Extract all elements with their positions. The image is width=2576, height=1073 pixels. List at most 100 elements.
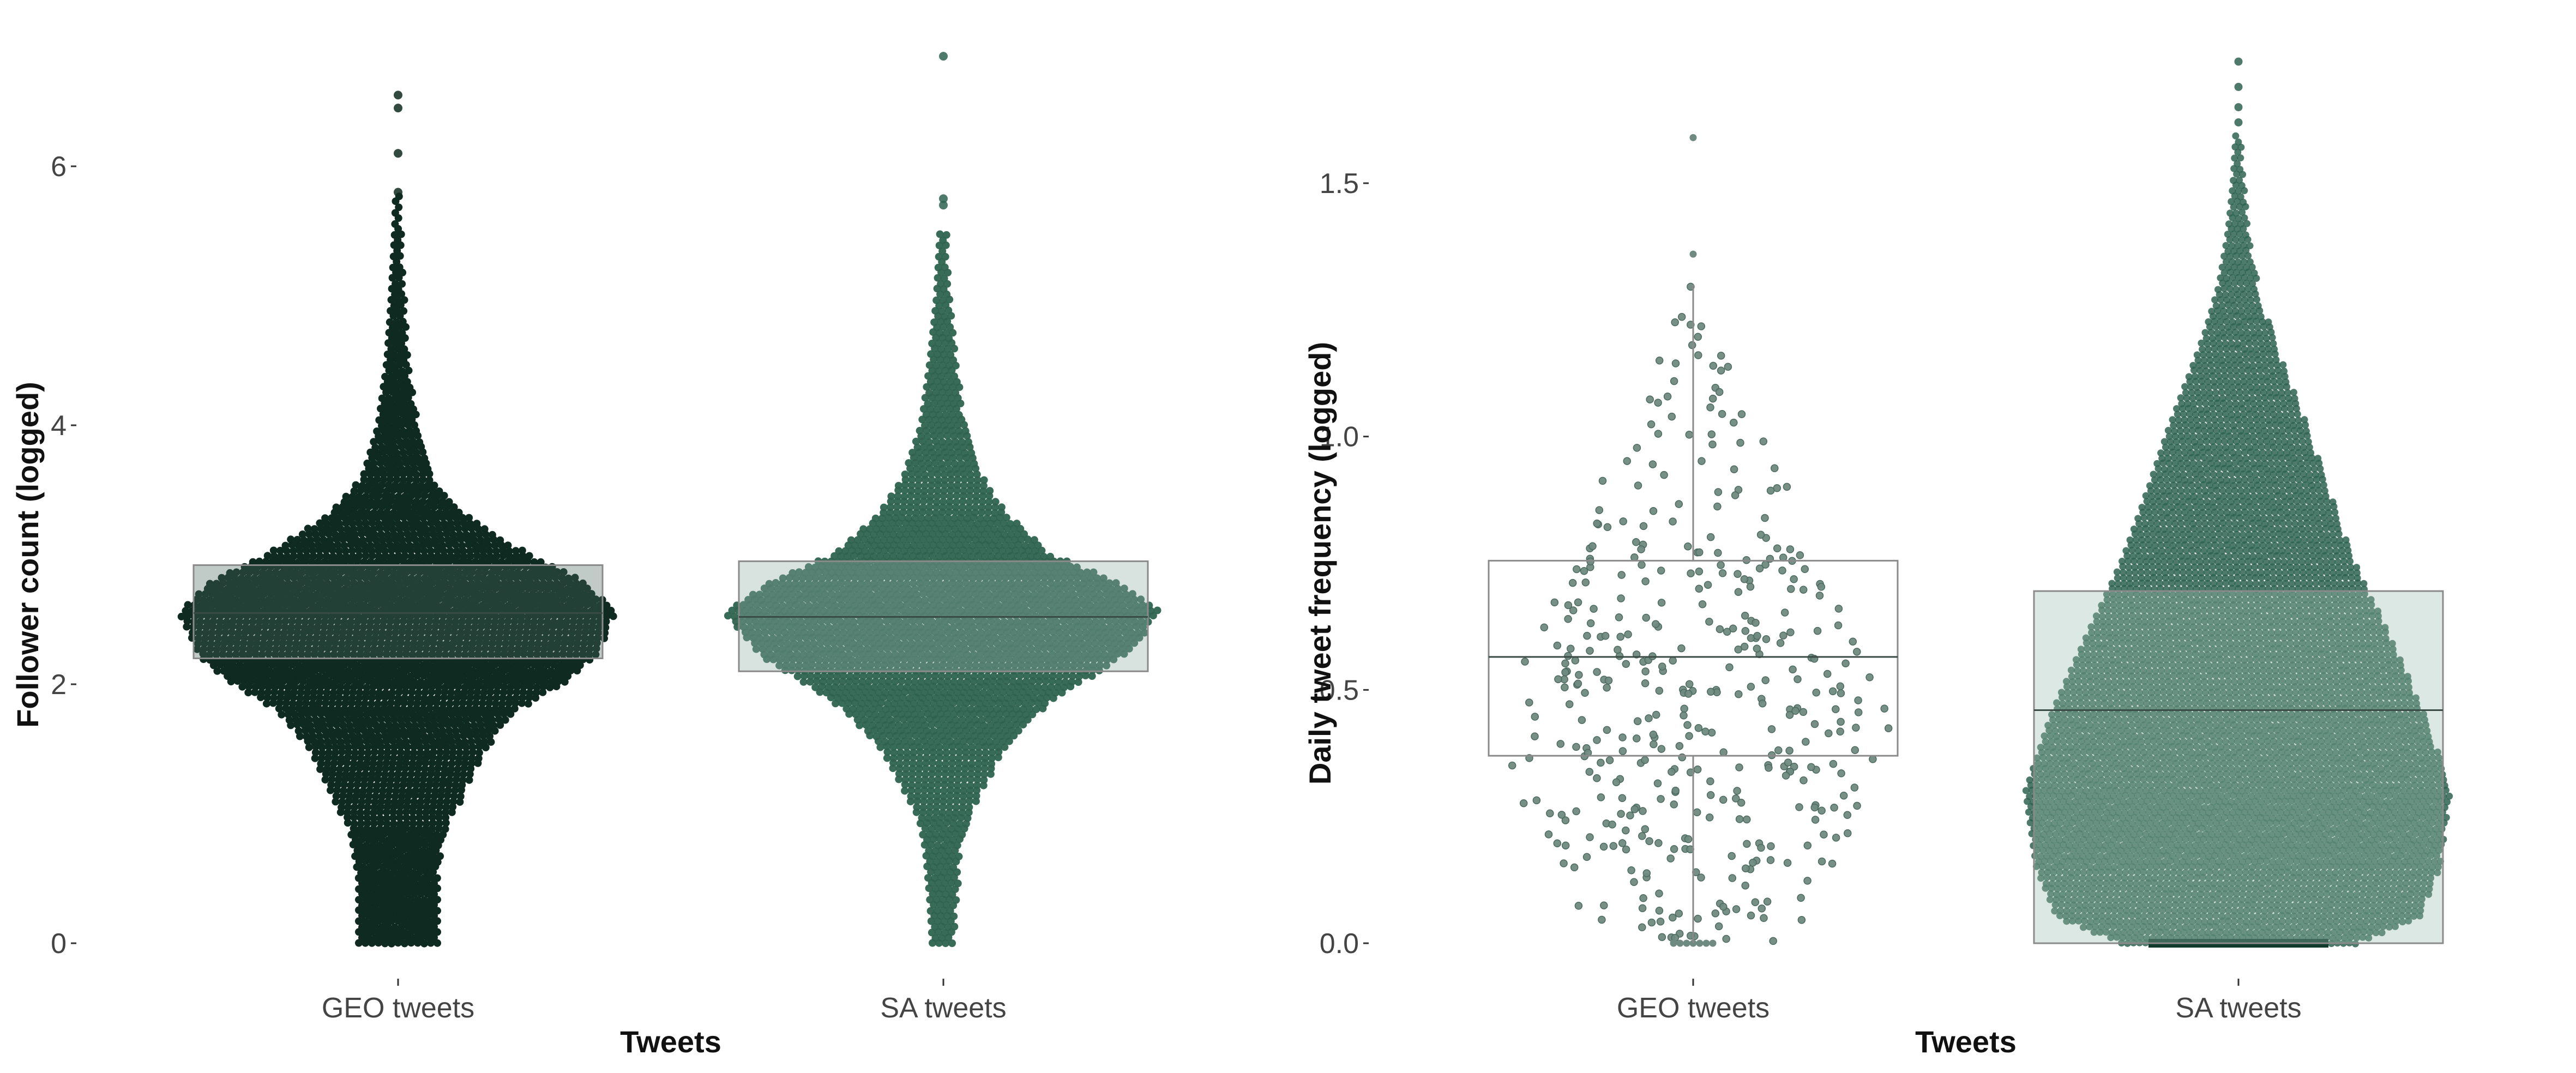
geo-follower-point [432, 781, 440, 789]
geo-follower-point [350, 819, 358, 828]
geo-follower-point [402, 819, 411, 827]
geo-follower-point [281, 541, 290, 550]
geo-follower-point [427, 896, 435, 904]
geo-follower-point [452, 705, 460, 713]
geo-follower-point [347, 830, 356, 839]
geo-follower-point [347, 705, 355, 713]
geo-follower-point [369, 841, 377, 849]
geo-follower-point [344, 716, 352, 724]
geo-follower-point [482, 744, 490, 751]
geo-follower-point [410, 869, 418, 877]
geo-follower-point [340, 787, 347, 795]
geo-follower-point [334, 700, 342, 707]
geo-follower-point [419, 727, 427, 735]
geo-follower-point [421, 765, 429, 773]
geo-follower-point [420, 907, 428, 915]
geo-follower-point [373, 781, 381, 789]
geo-follower-point [337, 755, 345, 762]
geo-follower-point [475, 749, 483, 757]
geo-follower-point [336, 738, 345, 746]
geo-follower-point [371, 798, 379, 806]
sa-follower-point [896, 683, 905, 691]
geo-follower-point [358, 901, 366, 909]
geo-follower-point [454, 765, 462, 773]
geo-follower-point [486, 732, 493, 740]
geo-follower-point [355, 896, 363, 904]
geo-follower-point [396, 819, 404, 828]
geo-follower-point [328, 700, 336, 708]
geo-follower-point [356, 841, 364, 849]
geo-follower-point [371, 934, 379, 942]
geo-follower-point [393, 847, 401, 855]
geo-follower-point [435, 487, 443, 495]
geo-follower-point [429, 748, 437, 756]
geo-follower-point [429, 819, 437, 827]
geo-follower-point [381, 939, 389, 948]
geo-follower-point [358, 923, 366, 931]
geo-follower-point [395, 809, 404, 817]
geo-follower-point [413, 776, 421, 784]
geo-follower-point [480, 738, 489, 746]
geo-follower-point [352, 481, 360, 489]
geo-follower-point [390, 798, 399, 806]
geo-follower-point [498, 700, 506, 708]
geo-follower-point [371, 879, 379, 887]
geo-follower-point [401, 520, 409, 528]
geo-follower-point [336, 765, 344, 773]
geo-follower-point [443, 798, 451, 805]
geo-follower-point [375, 907, 382, 915]
geo-follower-point [401, 939, 408, 948]
geo-follower-point [376, 759, 384, 768]
geo-follower-point [386, 727, 394, 735]
geo-follower-point [452, 781, 460, 789]
geo-follower-point [270, 694, 278, 702]
geo-follower-point [358, 798, 366, 806]
geo-follower-point [504, 541, 512, 550]
geo-follower-point [339, 721, 347, 730]
geo-follower-point [388, 885, 395, 893]
geo-follower-point [356, 825, 364, 833]
geo-follower-point [428, 824, 436, 833]
geo-follower-point [304, 525, 312, 533]
geo-follower-point [420, 874, 428, 882]
geo-follower-point [430, 933, 438, 942]
geo-follower-point [366, 541, 375, 550]
geo-follower-point [263, 552, 272, 560]
geo-follower-point [404, 836, 412, 844]
geo-follower-point [435, 809, 443, 817]
geo-follower-point [410, 749, 418, 757]
geo-follower-point [399, 787, 406, 795]
geo-follower-point [366, 705, 375, 713]
geo-follower-point [496, 721, 504, 729]
geo-follower-point [383, 814, 391, 822]
geo-follower-point [525, 552, 533, 560]
geo-follower-point [439, 776, 447, 784]
geo-follower-point [305, 716, 313, 724]
geo-follower-point [407, 770, 415, 778]
geo-follower-point [341, 770, 350, 779]
geo-follower-point [423, 803, 431, 811]
geo-follower-point [432, 831, 441, 839]
geo-follower-point [429, 813, 437, 822]
geo-follower-point [318, 749, 326, 757]
geo-follower-point [410, 798, 418, 806]
geo-follower-point [510, 704, 519, 713]
geo-follower-point [332, 792, 340, 800]
sa-follower-point [847, 536, 855, 544]
geo-follower-point [389, 754, 398, 762]
geo-follower-point [401, 918, 408, 926]
geo-follower-point [415, 738, 423, 746]
geo-follower-point [323, 738, 332, 746]
geo-follower-point [462, 749, 470, 757]
geo-follower-point [419, 781, 427, 789]
geo-follower-point [375, 732, 382, 740]
geo-follower-point [360, 700, 369, 708]
geo-follower-point [473, 520, 481, 528]
geo-follower-point [399, 864, 407, 871]
geo-follower-point [388, 939, 395, 948]
sa-follower-point [967, 706, 975, 713]
geo-follower-point [424, 792, 432, 800]
geo-follower-point [446, 776, 454, 784]
geo-follower-point [430, 890, 438, 899]
